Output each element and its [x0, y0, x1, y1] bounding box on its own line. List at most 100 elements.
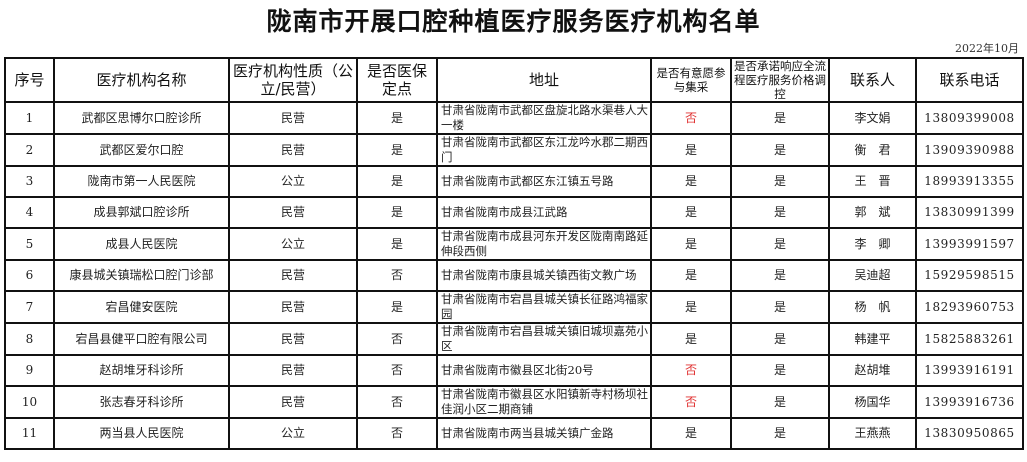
cell-commit: 是	[730, 385, 830, 419]
cell-index: 8	[4, 322, 55, 356]
cell-commit: 是	[730, 354, 830, 387]
cell-nature: 民营	[228, 101, 358, 135]
cell-nature: 公立	[228, 417, 358, 450]
cell-contact: 杨国华	[828, 385, 917, 419]
cell-address: 甘肃省陇南市宕昌县城关镇长征路鸿福家园	[436, 290, 652, 324]
cell-address: 甘肃省陇南市武都区盘旋北路水渠巷人大一楼	[436, 101, 652, 135]
cell-procure: 是	[650, 417, 732, 450]
cell-commit: 是	[730, 165, 830, 198]
cell-insured: 否	[356, 259, 438, 292]
cell-nature: 民营	[228, 354, 358, 387]
cell-contact: 郭 斌	[828, 196, 917, 229]
cell-procure: 否	[650, 354, 732, 387]
cell-index: 9	[4, 354, 55, 387]
cell-contact: 衡 君	[828, 133, 917, 167]
cell-name: 两当县人民医院	[53, 417, 230, 450]
cell-contact: 吴迪超	[828, 259, 917, 292]
header-name: 医疗机构名称	[53, 57, 230, 103]
cell-commit: 是	[730, 101, 830, 135]
cell-commit: 是	[730, 417, 830, 450]
cell-address: 甘肃省陇南市两当县城关镇广金路	[436, 417, 652, 450]
cell-insured: 否	[356, 385, 438, 419]
header-procure: 是否有意愿参与集采	[650, 57, 732, 103]
cell-insured: 是	[356, 101, 438, 135]
cell-name: 宕昌县健平口腔有限公司	[53, 322, 230, 356]
cell-insured: 是	[356, 227, 438, 261]
table-row: 5 成县人民医院 公立是甘肃省陇南市成县河东开发区陇南南路延伸段西侧是是李 卿 139…	[4, 227, 1024, 261]
cell-address: 甘肃省陇南市武都区东江镇五号路	[436, 165, 652, 198]
cell-index: 1	[4, 101, 55, 135]
cell-name: 康县城关镇瑞松口腔门诊部	[53, 259, 230, 292]
cell-address: 甘肃省陇南市成县江武路	[436, 196, 652, 229]
cell-procure: 是	[650, 259, 732, 292]
cell-name: 赵胡堆牙科诊所	[53, 354, 230, 387]
cell-procure: 是	[650, 290, 732, 324]
cell-contact: 王 晋	[828, 165, 917, 198]
cell-phone: 13830950865	[915, 417, 1024, 450]
header-address: 地址	[436, 57, 652, 103]
cell-name: 武都区思博尔口腔诊所	[53, 101, 230, 135]
header-nature: 医疗机构性质（公立/民营）	[228, 57, 358, 103]
cell-insured: 否	[356, 417, 438, 450]
cell-insured: 是	[356, 196, 438, 229]
cell-phone: 13830991399	[915, 196, 1024, 229]
cell-phone: 13909390988	[915, 133, 1024, 167]
cell-phone: 13993991597	[915, 227, 1024, 261]
cell-contact: 王燕燕	[828, 417, 917, 450]
cell-phone: 18293960753	[915, 290, 1024, 324]
cell-nature: 民营	[228, 196, 358, 229]
cell-insured: 是	[356, 133, 438, 167]
header-insured: 是否医保定点	[356, 57, 438, 103]
table-row: 10 张志春牙科诊所 民营否甘肃省陇南市徽县区水阳镇新寺村杨坝社佳润小区二期商铺否是…	[4, 385, 1024, 419]
cell-commit: 是	[730, 322, 830, 356]
cell-procure: 是	[650, 165, 732, 198]
cell-procure: 是	[650, 322, 732, 356]
cell-phone: 15929598515	[915, 259, 1024, 292]
cell-phone: 13993916191	[915, 354, 1024, 387]
table-row: 6 康县城关镇瑞松口腔门诊部 民营否甘肃省陇南市康县城关镇西街文教广场是是吴迪超 15…	[4, 259, 1024, 292]
cell-nature: 民营	[228, 259, 358, 292]
cell-index: 5	[4, 227, 55, 261]
cell-commit: 是	[730, 259, 830, 292]
cell-contact: 赵胡堆	[828, 354, 917, 387]
cell-procure: 是	[650, 227, 732, 261]
cell-commit: 是	[730, 290, 830, 324]
document-date: 2022年10月	[955, 42, 1019, 55]
table-row: 2 武都区爱尔口腔 民营是甘肃省陇南市武都区东江龙吟水郡二期西门是是衡 君 13909…	[4, 133, 1024, 167]
cell-procure: 否	[650, 385, 732, 419]
header-commit: 是否承诺响应全流程医疗服务价格调控	[730, 57, 830, 103]
cell-nature: 民营	[228, 133, 358, 167]
cell-name: 宕昌健安医院	[53, 290, 230, 324]
cell-nature: 民营	[228, 385, 358, 419]
cell-index: 7	[4, 290, 55, 324]
cell-procure: 否	[650, 101, 732, 135]
table-row: 11 两当县人民医院 公立否甘肃省陇南市两当县城关镇广金路是是王燕燕 13830950…	[4, 417, 1024, 450]
institution-table: 序号 医疗机构名称 医疗机构性质（公立/民营） 是否医保定点 地址 是否有意愿参…	[4, 57, 1024, 450]
cell-procure: 是	[650, 196, 732, 229]
cell-name: 陇南市第一人民医院	[53, 165, 230, 198]
cell-nature: 公立	[228, 227, 358, 261]
table-row: 9 赵胡堆牙科诊所 民营否甘肃省陇南市徽县区北街20号否是赵胡堆 1399391619…	[4, 354, 1024, 387]
cell-nature: 民营	[228, 322, 358, 356]
cell-name: 成县人民医院	[53, 227, 230, 261]
table-row: 1 武都区思博尔口腔诊所 民营是甘肃省陇南市武都区盘旋北路水渠巷人大一楼否是李文娟 1…	[4, 101, 1024, 135]
cell-index: 11	[4, 417, 55, 450]
cell-index: 3	[4, 165, 55, 198]
cell-nature: 民营	[228, 290, 358, 324]
header-phone: 联系电话	[915, 57, 1024, 103]
header-index: 序号	[4, 57, 55, 103]
table-row: 3 陇南市第一人民医院 公立是甘肃省陇南市武都区东江镇五号路是是王 晋 1899391…	[4, 165, 1024, 198]
cell-index: 4	[4, 196, 55, 229]
cell-contact: 杨 帆	[828, 290, 917, 324]
header-contact: 联系人	[828, 57, 917, 103]
cell-commit: 是	[730, 196, 830, 229]
cell-address: 甘肃省陇南市康县城关镇西街文教广场	[436, 259, 652, 292]
table-row: 8 宕昌县健平口腔有限公司 民营否甘肃省陇南市宕昌县城关镇旧城坝嘉苑小区是是韩建平 1…	[4, 322, 1024, 356]
cell-phone: 15825883261	[915, 322, 1024, 356]
cell-address: 甘肃省陇南市武都区东江龙吟水郡二期西门	[436, 133, 652, 167]
table-row: 4 成县郭斌口腔诊所 民营是甘肃省陇南市成县江武路是是郭 斌 13830991399	[4, 196, 1024, 229]
cell-nature: 公立	[228, 165, 358, 198]
cell-address: 甘肃省陇南市徽县区水阳镇新寺村杨坝社佳润小区二期商铺	[436, 385, 652, 419]
cell-name: 张志春牙科诊所	[53, 385, 230, 419]
cell-name: 武都区爱尔口腔	[53, 133, 230, 167]
